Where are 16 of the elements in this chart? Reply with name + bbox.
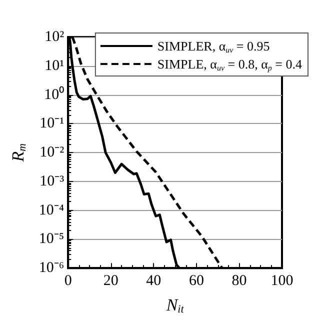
x-tick-label: 0 [64,273,72,290]
y-axis-title: Rm [8,143,28,163]
y-tick-label: 10⁻³ [40,173,65,190]
x-tick-label: 20 [103,273,118,290]
y-tick-label: 10⁻² [40,144,65,161]
x-tick-label: 100 [270,273,294,290]
y-tick-label: 10⁻¹ [40,116,64,132]
y-tick-label: 10⁰ [44,86,64,103]
y-tick-label: 10⁻⁶ [38,260,64,276]
y-tick-label: 10¹ [44,58,64,74]
x-tick-label: 60 [188,273,204,290]
y-tick-label: 10⁻⁵ [38,231,64,248]
x-tick-label: 80 [232,273,247,290]
y-tick-label: 10⁻⁴ [38,202,64,218]
x-tick-label: 40 [146,273,162,290]
y-tick-label: 10² [44,29,65,45]
